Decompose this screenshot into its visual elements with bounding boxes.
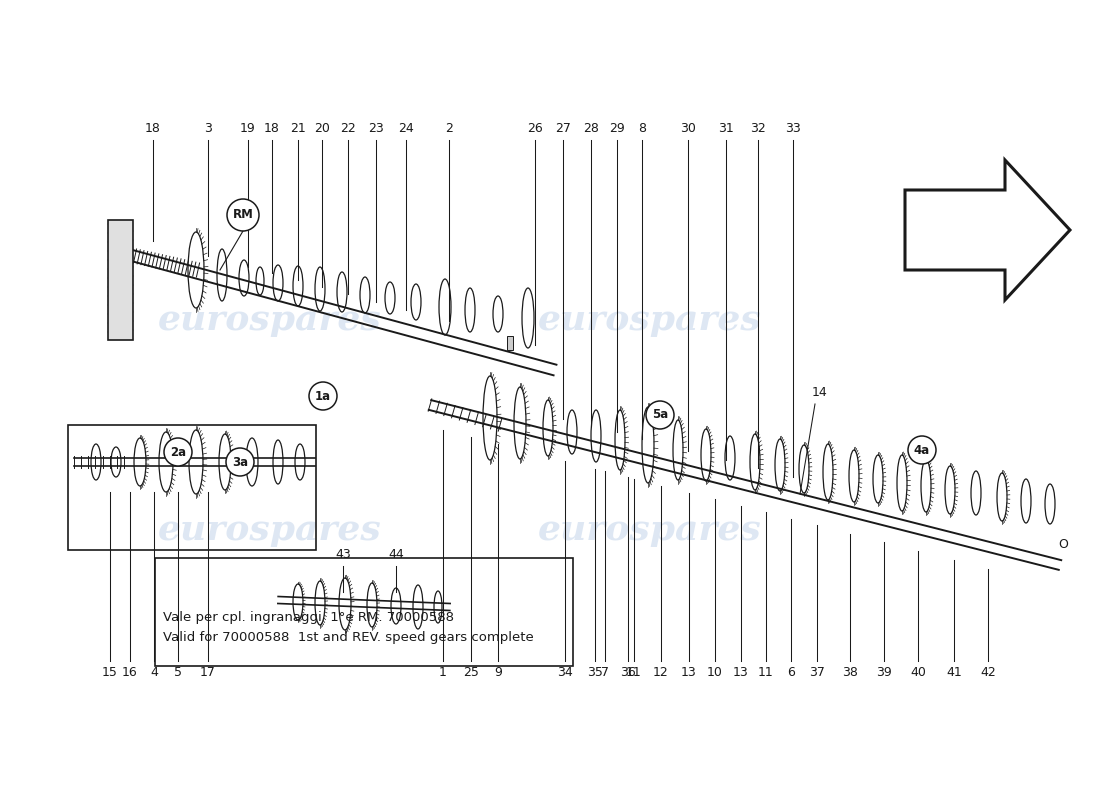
Text: 40: 40 [910, 666, 926, 679]
Text: 2: 2 [446, 122, 453, 134]
Text: 41: 41 [946, 666, 961, 679]
Text: 15: 15 [102, 666, 118, 679]
Text: 43: 43 [336, 549, 351, 562]
Text: eurospares: eurospares [158, 513, 382, 547]
Text: 1a: 1a [315, 390, 331, 402]
Text: Vale per cpl. ingranaggi  1°e RM. 70000588: Vale per cpl. ingranaggi 1°e RM. 7000058… [163, 611, 454, 625]
Text: 19: 19 [240, 122, 256, 134]
Text: 34: 34 [557, 666, 573, 679]
Text: 3a: 3a [232, 455, 249, 469]
Bar [108, 220, 133, 340]
Text: 29: 29 [609, 122, 625, 134]
Bar [68, 425, 316, 550]
Text: eurospares: eurospares [158, 303, 382, 337]
Text: 7: 7 [601, 666, 609, 679]
Text: eurospares: eurospares [538, 513, 762, 547]
Text: 12: 12 [653, 666, 669, 679]
Text: 4: 4 [150, 666, 158, 679]
Text: 38: 38 [843, 666, 858, 679]
Text: 22: 22 [340, 122, 356, 134]
Text: 6: 6 [788, 666, 795, 679]
Text: 30: 30 [680, 122, 696, 134]
Text: 16: 16 [122, 666, 138, 679]
Text: 24: 24 [398, 122, 414, 134]
Text: 13: 13 [733, 666, 749, 679]
Text: 20: 20 [315, 122, 330, 134]
Circle shape [908, 436, 936, 464]
Text: 4a: 4a [914, 443, 931, 457]
Text: 32: 32 [750, 122, 766, 134]
Text: 27: 27 [556, 122, 571, 134]
Circle shape [226, 448, 254, 476]
Circle shape [646, 401, 674, 429]
Text: 42: 42 [980, 666, 996, 679]
Text: 13: 13 [681, 666, 697, 679]
Circle shape [309, 382, 337, 410]
Text: RM: RM [232, 209, 253, 222]
Text: 39: 39 [876, 666, 892, 679]
Text: O: O [1058, 538, 1068, 551]
Text: 21: 21 [290, 122, 306, 134]
Text: 5: 5 [174, 666, 182, 679]
Text: 1: 1 [439, 666, 447, 679]
Text: 17: 17 [200, 666, 216, 679]
Text: 10: 10 [707, 666, 723, 679]
Text: 25: 25 [463, 666, 478, 679]
Text: 33: 33 [785, 122, 801, 134]
Text: 11: 11 [758, 666, 774, 679]
Text: Valid for 70000588  1st and REV. speed gears complete: Valid for 70000588 1st and REV. speed ge… [163, 631, 534, 645]
Text: 44: 44 [388, 549, 404, 562]
Text: 2a: 2a [169, 446, 186, 458]
Text: 8: 8 [638, 122, 646, 134]
Text: eurospares: eurospares [538, 303, 762, 337]
Text: 36: 36 [620, 666, 636, 679]
Text: 37: 37 [810, 666, 825, 679]
Text: 26: 26 [527, 122, 543, 134]
Bar [507, 336, 513, 350]
Text: 28: 28 [583, 122, 598, 134]
Text: 3: 3 [205, 122, 212, 134]
Text: 5a: 5a [652, 409, 668, 422]
Bar [155, 558, 573, 666]
Circle shape [164, 438, 192, 466]
Text: 18: 18 [145, 122, 161, 134]
Text: 35: 35 [587, 666, 603, 679]
Text: 31: 31 [718, 122, 734, 134]
Text: 14: 14 [812, 386, 828, 398]
Text: 9: 9 [494, 666, 502, 679]
Text: 11: 11 [626, 666, 642, 679]
Text: 18: 18 [264, 122, 279, 134]
Circle shape [227, 199, 258, 231]
Text: 23: 23 [368, 122, 384, 134]
